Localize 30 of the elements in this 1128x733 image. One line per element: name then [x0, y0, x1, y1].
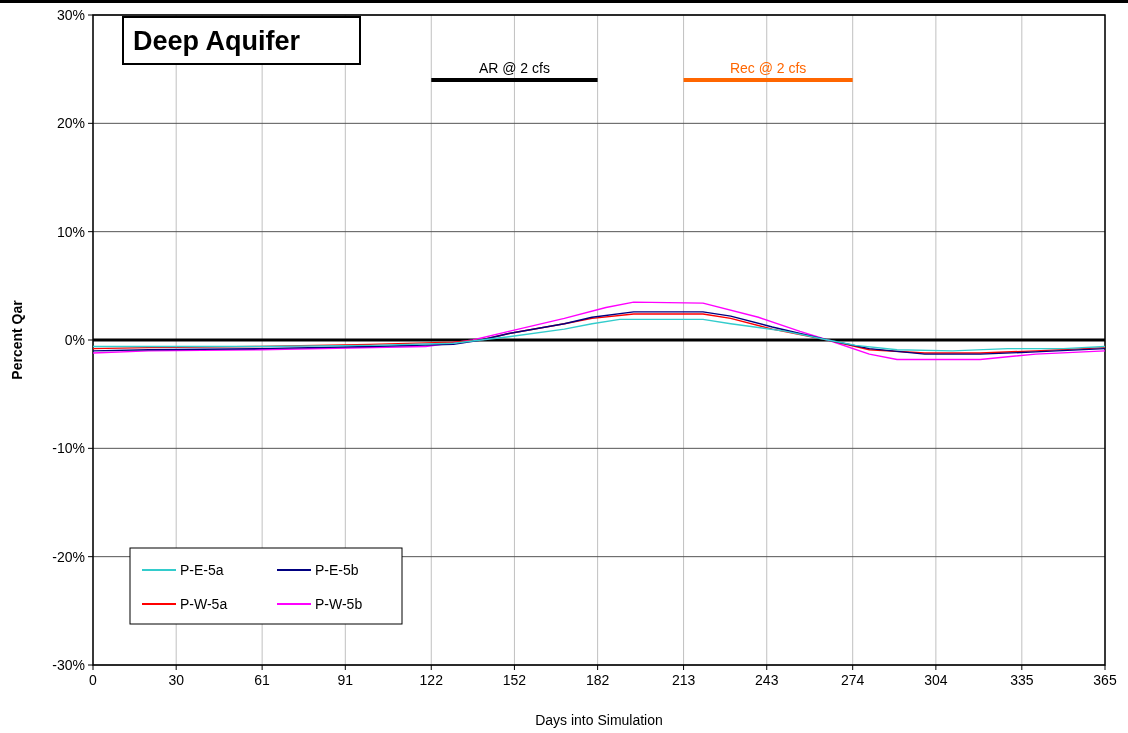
series-label: Rec @ 2 cfs	[729, 60, 807, 76]
x-tick-label: 122	[419, 672, 444, 688]
x-axis-title: Days into Simulation	[535, 712, 663, 728]
legend-label: P-E-5a	[180, 562, 224, 578]
y-tick-label: -20%	[52, 548, 85, 565]
series-label: AR @ 2 cfs	[478, 60, 550, 76]
x-tick-label: 61	[254, 672, 271, 688]
x-tick-label: 30	[168, 672, 185, 688]
x-tick-label: 182	[585, 672, 610, 688]
x-tick-label: 335	[1010, 672, 1034, 688]
legend-label: P-E-5b	[315, 562, 359, 578]
y-tick-label: 20%	[56, 115, 85, 132]
legend-label: P-W-5a	[180, 596, 228, 612]
y-tick-label: 0%	[64, 332, 85, 348]
x-tick-label: 304	[924, 672, 948, 688]
line-series	[92, 301, 1106, 361]
x-tick-label: 274	[841, 672, 865, 688]
y-tick-label: -10%	[52, 440, 85, 457]
x-tick-label: 365	[1093, 672, 1117, 688]
x-tick-label: 243	[755, 672, 779, 688]
y-tick-label: -30%	[52, 657, 85, 673]
y-tick-label: 30%	[56, 7, 85, 23]
legend-label: P-W-5b	[315, 596, 363, 612]
x-tick-label: 91	[337, 672, 354, 688]
chart-title: Deep Aquifer	[133, 26, 301, 56]
y-tick-label: 10%	[56, 223, 85, 240]
x-tick-label: 0	[89, 672, 98, 688]
x-tick-label: 152	[502, 672, 527, 688]
x-tick-label: 213	[671, 672, 696, 688]
y-axis-title: Percent Qar	[9, 299, 25, 380]
